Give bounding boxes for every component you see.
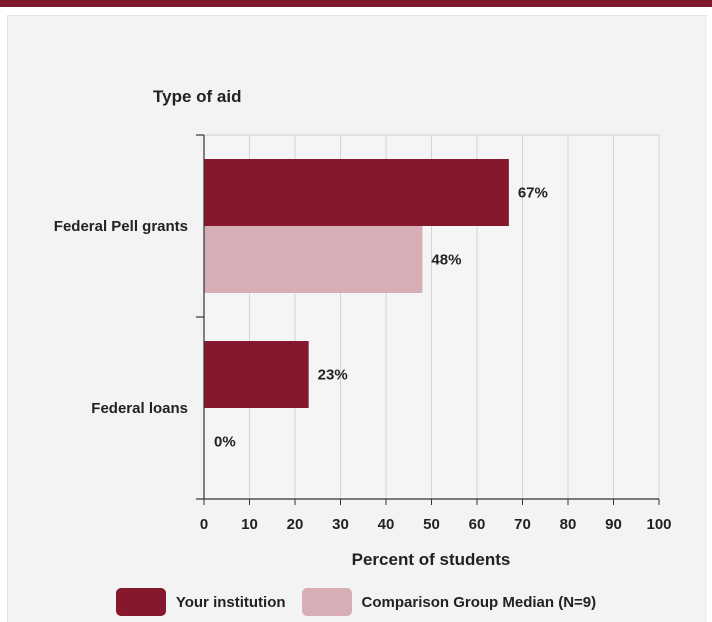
legend-item-comparison-group[interactable]: Comparison Group Median (N=9)	[301, 588, 597, 616]
x-tick-label-80: 80	[560, 516, 577, 533]
x-tick-label-90: 90	[605, 516, 622, 533]
bar-0-0	[204, 159, 509, 226]
axes	[196, 134, 660, 505]
legend-swatch-comparison-group	[301, 588, 352, 616]
x-axis-label: Percent of students	[352, 550, 511, 569]
data-label-0-1: 48%	[431, 252, 461, 269]
legend-swatch-your-institution	[115, 588, 166, 616]
chart-title: Type of aid	[153, 87, 241, 106]
x-tick-label-60: 60	[469, 516, 486, 533]
bar-1-0	[204, 341, 309, 408]
x-tick-label-10: 10	[241, 516, 258, 533]
x-tick-label-40: 40	[378, 516, 395, 533]
data-label-1-0: 23%	[318, 367, 348, 384]
y-tick-label-0: Federal Pell grants	[54, 218, 188, 235]
x-tick-label-50: 50	[423, 516, 440, 533]
x-tick-label-70: 70	[514, 516, 531, 533]
y-tick-label-1: Federal loans	[91, 400, 188, 417]
legend-label-comparison-group: Comparison Group Median (N=9)	[361, 593, 597, 611]
x-tick-label-30: 30	[332, 516, 349, 533]
x-tick-labels: 0 10 20 30 40 50 60 70 80 90 100	[200, 516, 672, 533]
y-tick-labels: Federal Pell grants Federal loans	[54, 218, 188, 417]
x-tick-label-0: 0	[200, 516, 208, 533]
bars: 67% 48% 23% 0%	[204, 159, 548, 451]
bar-chart: Type of aid 67% 48% 23% 0% 0 10 20 30 40 50 60 70 8…	[54, 87, 672, 569]
legend: Your institution Comparison Group Median…	[0, 585, 712, 619]
x-tick-label-100: 100	[646, 516, 671, 533]
x-tick-label-20: 20	[287, 516, 304, 533]
legend-item-your-institution[interactable]: Your institution	[115, 588, 286, 616]
legend-label-your-institution: Your institution	[175, 593, 286, 611]
bar-0-1	[204, 226, 423, 293]
data-label-1-1: 0%	[214, 434, 236, 451]
data-label-0-0: 67%	[518, 185, 548, 202]
top-accent-bar	[0, 0, 712, 7]
